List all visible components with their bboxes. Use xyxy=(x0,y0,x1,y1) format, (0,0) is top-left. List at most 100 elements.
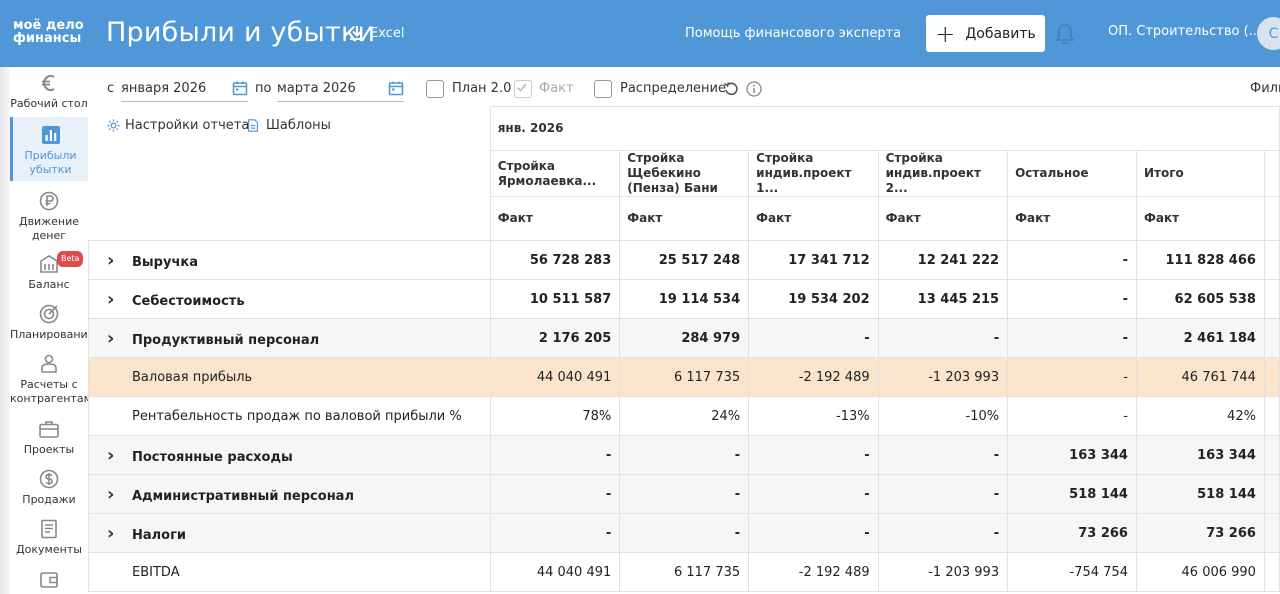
sidebar-item-sales[interactable]: Продажи xyxy=(10,468,88,508)
column-header[interactable]: Стройка Щебекино (Пенза) Бани xyxy=(619,150,750,197)
table-cell: - xyxy=(1007,279,1137,319)
table-cell: - xyxy=(748,435,879,475)
row-label-cell[interactable]: › Налоги xyxy=(88,513,491,553)
expert-help-link[interactable]: Помощь финансового эксперта xyxy=(685,26,902,41)
briefcase-icon xyxy=(39,421,59,438)
excel-export-button[interactable]: Excel xyxy=(348,24,404,42)
table-cell: - xyxy=(748,474,879,514)
row-label: Рентабельность продаж по валовой прибыли… xyxy=(132,408,462,424)
table-row[interactable]: › Постоянные расходы - - - -163 344 163 344 xyxy=(88,435,1280,475)
subheader-overflow xyxy=(1263,196,1280,241)
date-from-label: с xyxy=(107,81,115,96)
column-header[interactable]: Стройка индив.проект 1... xyxy=(748,150,879,197)
row-label-cell[interactable]: › Выручка xyxy=(88,240,491,280)
table-cell: - xyxy=(1007,240,1137,280)
sidebar-item-projects[interactable]: Проекты xyxy=(10,418,88,458)
table-cell: -754 754 xyxy=(1007,552,1137,592)
sidebar-item-planning[interactable]: Планирование xyxy=(10,303,94,343)
calendar-icon[interactable] xyxy=(388,80,404,96)
row-label-cell: Рентабельность продаж по валовой прибыли… xyxy=(88,396,491,436)
chevron-right-icon[interactable]: › xyxy=(107,327,115,349)
table-row[interactable]: › Налоги - - - -73 266 73 266 xyxy=(88,513,1280,553)
row-header-blank xyxy=(88,106,491,241)
chevron-right-icon[interactable]: › xyxy=(107,444,115,466)
table-cell: - xyxy=(489,474,621,514)
column-header[interactable]: Остальное xyxy=(1007,150,1137,197)
plan-checkbox[interactable] xyxy=(426,80,444,98)
table-cell: - xyxy=(619,435,750,475)
chevron-right-icon[interactable]: › xyxy=(107,483,115,505)
table-row[interactable]: › Себестоимость 10 511 587 19 114 534 19 534… xyxy=(88,279,1280,319)
chevron-right-icon[interactable]: › xyxy=(107,288,115,310)
sidebar-item-label: Проекты xyxy=(23,443,75,456)
sidebar-item-balance[interactable]: Beta Баланс xyxy=(10,251,88,293)
chevron-right-icon[interactable]: › xyxy=(107,522,115,544)
row-label-cell: Валовая прибыль xyxy=(88,357,491,397)
document-icon xyxy=(41,519,57,539)
subheader-fact: Факт xyxy=(877,196,1009,241)
table-cell: 17 341 712 xyxy=(748,240,879,280)
table-cell: 163 344 xyxy=(1135,435,1265,475)
reset-icon[interactable] xyxy=(723,81,739,97)
row-label-cell[interactable]: › Административный персонал xyxy=(88,474,491,514)
table-row[interactable]: › Административный персонал - - - -518 144 518… xyxy=(88,474,1280,514)
date-to-field[interactable]: марта 2026 xyxy=(277,76,404,102)
table-row[interactable]: › Выручка 56 728 283 25 517 248 17 341 712 12… xyxy=(88,240,1280,280)
bell-icon[interactable] xyxy=(1054,22,1076,46)
app-logo[interactable]: моё дело финансы xyxy=(13,19,84,45)
table-cell: 518 144 xyxy=(1135,474,1265,514)
sidebar-item-counterparties[interactable]: Расчеты с контрагентами xyxy=(10,353,99,407)
row-label-cell[interactable]: › Продуктивный персонал xyxy=(88,318,491,358)
company-selector[interactable]: ОП. Строительство (... xyxy=(1108,24,1262,39)
subheader-fact: Факт xyxy=(489,196,621,241)
row-label-cell[interactable]: › Себестоимость xyxy=(88,279,491,319)
distribution-checkbox[interactable] xyxy=(594,80,612,98)
table-cell: - xyxy=(489,513,621,553)
table-cell: 44 040 491 xyxy=(489,552,621,592)
sidebar-item-pnl[interactable]: Прибыли убытки xyxy=(10,117,88,181)
info-icon[interactable] xyxy=(746,81,762,97)
row-label-cell[interactable]: › Постоянные расходы xyxy=(88,435,491,475)
sidebar-item-cashflow[interactable]: Движение денег xyxy=(10,190,88,242)
date-from-value: января 2026 xyxy=(121,81,207,96)
fact-checkbox[interactable] xyxy=(514,80,532,98)
chevron-right-icon[interactable]: › xyxy=(107,249,115,271)
column-header[interactable]: Итого xyxy=(1135,150,1265,197)
row-label: Постоянные расходы xyxy=(132,449,293,465)
column-header[interactable]: Стройка индив.проект 2... xyxy=(877,150,1009,197)
page-title: Прибыли и убытки xyxy=(106,17,376,48)
period-header: янв. 2026 xyxy=(489,106,1280,151)
table-cell: 46 006 990 xyxy=(1135,552,1265,592)
table-cell: 6 117 735 xyxy=(619,357,750,397)
date-from-field[interactable]: января 2026 xyxy=(121,76,248,102)
row-label: Себестоимость xyxy=(132,293,245,309)
table-cell: -13% xyxy=(748,396,879,436)
table-cell: - xyxy=(877,435,1009,475)
table-cell: 111 828 466 xyxy=(1135,240,1265,280)
table-cell: 78% xyxy=(489,396,621,436)
sidebar-item-label: Баланс xyxy=(28,278,70,291)
row-label: Налоги xyxy=(132,527,187,543)
avatar[interactable]: С xyxy=(1257,17,1280,50)
table-cell: - xyxy=(1007,357,1137,397)
sidebar-item-documents[interactable]: Документы xyxy=(10,518,88,558)
subheader-fact: Факт xyxy=(748,196,879,241)
table-cell: 2 461 184 xyxy=(1135,318,1265,358)
column-header[interactable]: Стройка Ярмолаевка... xyxy=(489,150,621,197)
date-to-label: по xyxy=(255,81,272,96)
sidebar-item-desktop[interactable]: Рабочий стол xyxy=(10,72,88,116)
table-cell-overflow xyxy=(1263,318,1280,358)
table-row: Валовая прибыль 44 040 491 6 117 735 -2 192… xyxy=(88,357,1280,397)
building-icon xyxy=(40,255,58,273)
table-row[interactable]: › Продуктивный персонал 2 176 205 284 979- -… xyxy=(88,318,1280,358)
sidebar-item-wallet[interactable] xyxy=(10,568,88,594)
table-cell-overflow xyxy=(1263,552,1280,592)
table-cell: 56 728 283 xyxy=(489,240,621,280)
calendar-icon[interactable] xyxy=(232,80,248,96)
row-label-cell: EBITDA xyxy=(88,552,491,592)
add-button[interactable]: + Добавить xyxy=(926,15,1045,52)
subheader-fact: Факт xyxy=(1007,196,1137,241)
filter-label[interactable]: Филь xyxy=(1250,81,1280,96)
table-cell: 163 344 xyxy=(1007,435,1137,475)
table-cell: 73 266 xyxy=(1007,513,1137,553)
